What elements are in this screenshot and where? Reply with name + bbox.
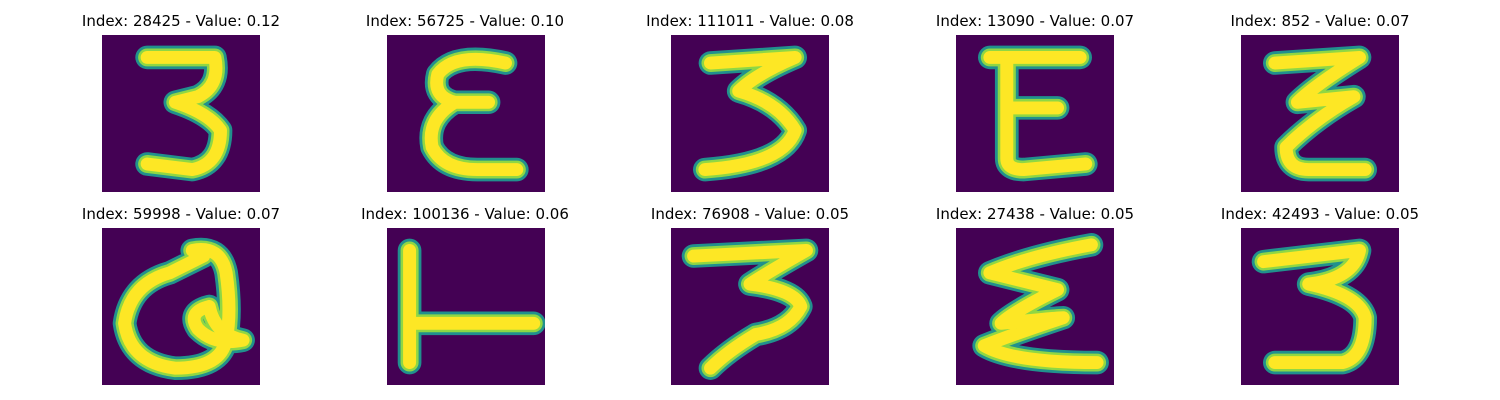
panel-title: Index: 59998 - Value: 0.07 [81,205,281,223]
glyph-image-z [1241,35,1399,192]
glyph-image-3 [671,228,829,385]
glyph-image-3 [671,35,829,192]
glyph-image-q [102,228,260,385]
panel-title: Index: 42493 - Value: 0.05 [1220,205,1420,223]
glyph-image-3 [1241,228,1399,385]
glyph-image-e [956,228,1114,385]
glyph-image-3 [102,35,260,192]
panel-title: Index: 852 - Value: 0.07 [1230,12,1410,30]
glyph-image-e [956,35,1114,192]
panel-title: Index: 76908 - Value: 0.05 [650,205,850,223]
panel-title: Index: 27438 - Value: 0.05 [935,205,1135,223]
panel-title: Index: 28425 - Value: 0.12 [81,12,281,30]
panel-title: Index: 13090 - Value: 0.07 [935,12,1135,30]
glyph-image-t [387,228,545,385]
panel-title: Index: 56725 - Value: 0.10 [365,12,565,30]
panel-title: Index: 111011 - Value: 0.08 [646,12,854,30]
panel-title: Index: 100136 - Value: 0.06 [361,205,569,223]
glyph-image-e [387,35,545,192]
